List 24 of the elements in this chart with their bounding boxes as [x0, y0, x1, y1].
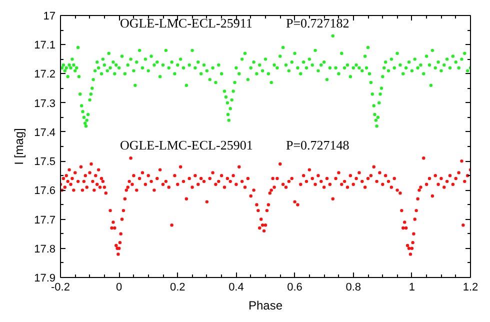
series-label: OGLE-LMC-ECL-25911: [120, 15, 252, 30]
x-tick-label: 0.2: [170, 282, 186, 294]
x-tick-label: -0.2: [51, 282, 70, 294]
x-tick-label: 0.4: [228, 282, 244, 294]
x-tick-label: 1: [408, 282, 415, 294]
x-tick-label: 0.6: [287, 282, 302, 294]
y-tick-label: 17: [43, 10, 56, 22]
y-tick-label: 17.9: [34, 272, 56, 284]
x-axis-title: Phase: [248, 298, 283, 312]
y-tick-label: 17.6: [34, 185, 56, 198]
y-tick-label: 17.2: [34, 68, 56, 81]
series-label: OGLE-LMC-ECL-25901: [120, 138, 253, 153]
annotation: P=0.727182: [286, 15, 350, 30]
x-tick-label: 0.8: [346, 282, 362, 294]
annotation: P=0.727148: [286, 138, 350, 153]
y-tick-label: 17.8: [34, 243, 56, 256]
y-tick-label: 17.1: [34, 40, 56, 52]
y-axis-title: I [mag]: [12, 128, 26, 165]
y-tick-label: 17.4: [34, 126, 56, 139]
x-tick-label: 1.2: [462, 282, 478, 294]
y-tick-label: 17.7: [34, 214, 56, 226]
x-tick-label: 0: [116, 282, 122, 294]
y-tick-label: 17.3: [34, 98, 56, 110]
y-tick-label: 17.5: [34, 156, 56, 168]
